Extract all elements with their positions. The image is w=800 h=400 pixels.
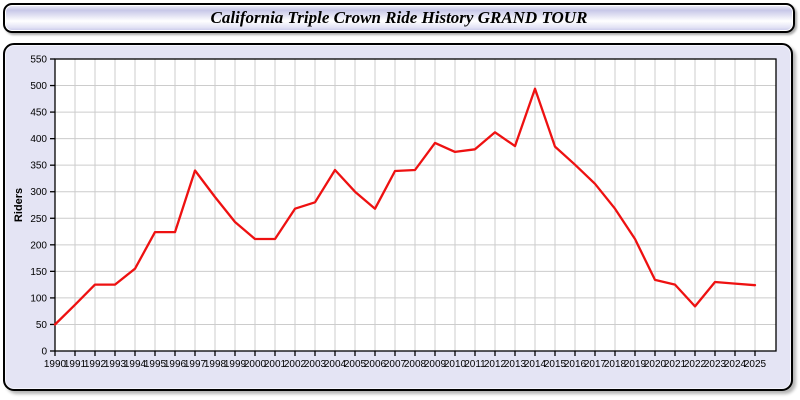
x-tick-label: 2006 [364, 359, 387, 370]
x-tick-label: 2011 [464, 359, 486, 370]
page-title: California Triple Crown Ride History GRA… [210, 8, 588, 27]
x-tick-label: 2015 [544, 359, 567, 370]
x-tick-label: 2023 [704, 359, 727, 370]
y-tick-label: 300 [30, 187, 47, 198]
x-tick-label: 1993 [104, 359, 127, 370]
x-tick-label: 1992 [84, 359, 107, 370]
y-tick-label: 50 [36, 320, 48, 331]
y-tick-label: 500 [30, 81, 47, 92]
x-tick-label: 2009 [424, 359, 447, 370]
x-tick-label: 2025 [744, 359, 767, 370]
x-tick-label: 1990 [44, 359, 67, 370]
x-tick-label: 2019 [624, 359, 647, 370]
y-tick-label: 400 [30, 134, 47, 145]
y-tick-label: 200 [30, 240, 47, 251]
x-tick-label: 2008 [404, 359, 427, 370]
y-tick-label: 0 [41, 347, 47, 358]
x-tick-label: 2017 [584, 359, 607, 370]
x-tick-label: 2007 [384, 359, 407, 370]
x-tick-label: 1994 [124, 359, 147, 370]
x-tick-label: 2020 [644, 359, 667, 370]
x-tick-label: 1991 [64, 359, 87, 370]
riders-line-series [53, 87, 757, 326]
x-tick-label: 1998 [204, 359, 227, 370]
x-tick-label: 1996 [164, 359, 187, 370]
x-tick-label: 2012 [484, 359, 507, 370]
window-title-bar: California Triple Crown Ride History GRA… [3, 3, 795, 33]
y-tick-label: 550 [30, 55, 47, 66]
x-tick-label: 2024 [724, 359, 747, 370]
x-tick-label: 2016 [564, 359, 587, 370]
x-tick-label: 2022 [684, 359, 707, 370]
x-tick-label: 1999 [224, 359, 247, 370]
x-tick-label: 2003 [304, 359, 327, 370]
x-tick-label: 1995 [144, 359, 167, 370]
x-tick-label: 2014 [524, 359, 547, 370]
y-tick-label: 100 [30, 293, 47, 304]
x-tick-label: 2013 [504, 359, 527, 370]
x-tick-label: 2002 [284, 359, 307, 370]
x-tick-label: 2010 [444, 359, 467, 370]
x-tick-label: 2018 [604, 359, 627, 370]
x-tick-label: 2005 [344, 359, 367, 370]
y-tick-label: 350 [30, 161, 47, 172]
y-axis-title: Riders [13, 188, 25, 222]
y-tick-label: 250 [30, 214, 47, 225]
x-tick-label: 2001 [264, 359, 287, 370]
x-tick-label: 2000 [244, 359, 267, 370]
y-tick-label: 150 [30, 267, 47, 278]
x-tick-label: 2021 [664, 359, 687, 370]
x-tick-label: 2004 [324, 359, 347, 370]
y-tick-label: 450 [30, 108, 47, 119]
x-tick-label: 1997 [184, 359, 207, 370]
